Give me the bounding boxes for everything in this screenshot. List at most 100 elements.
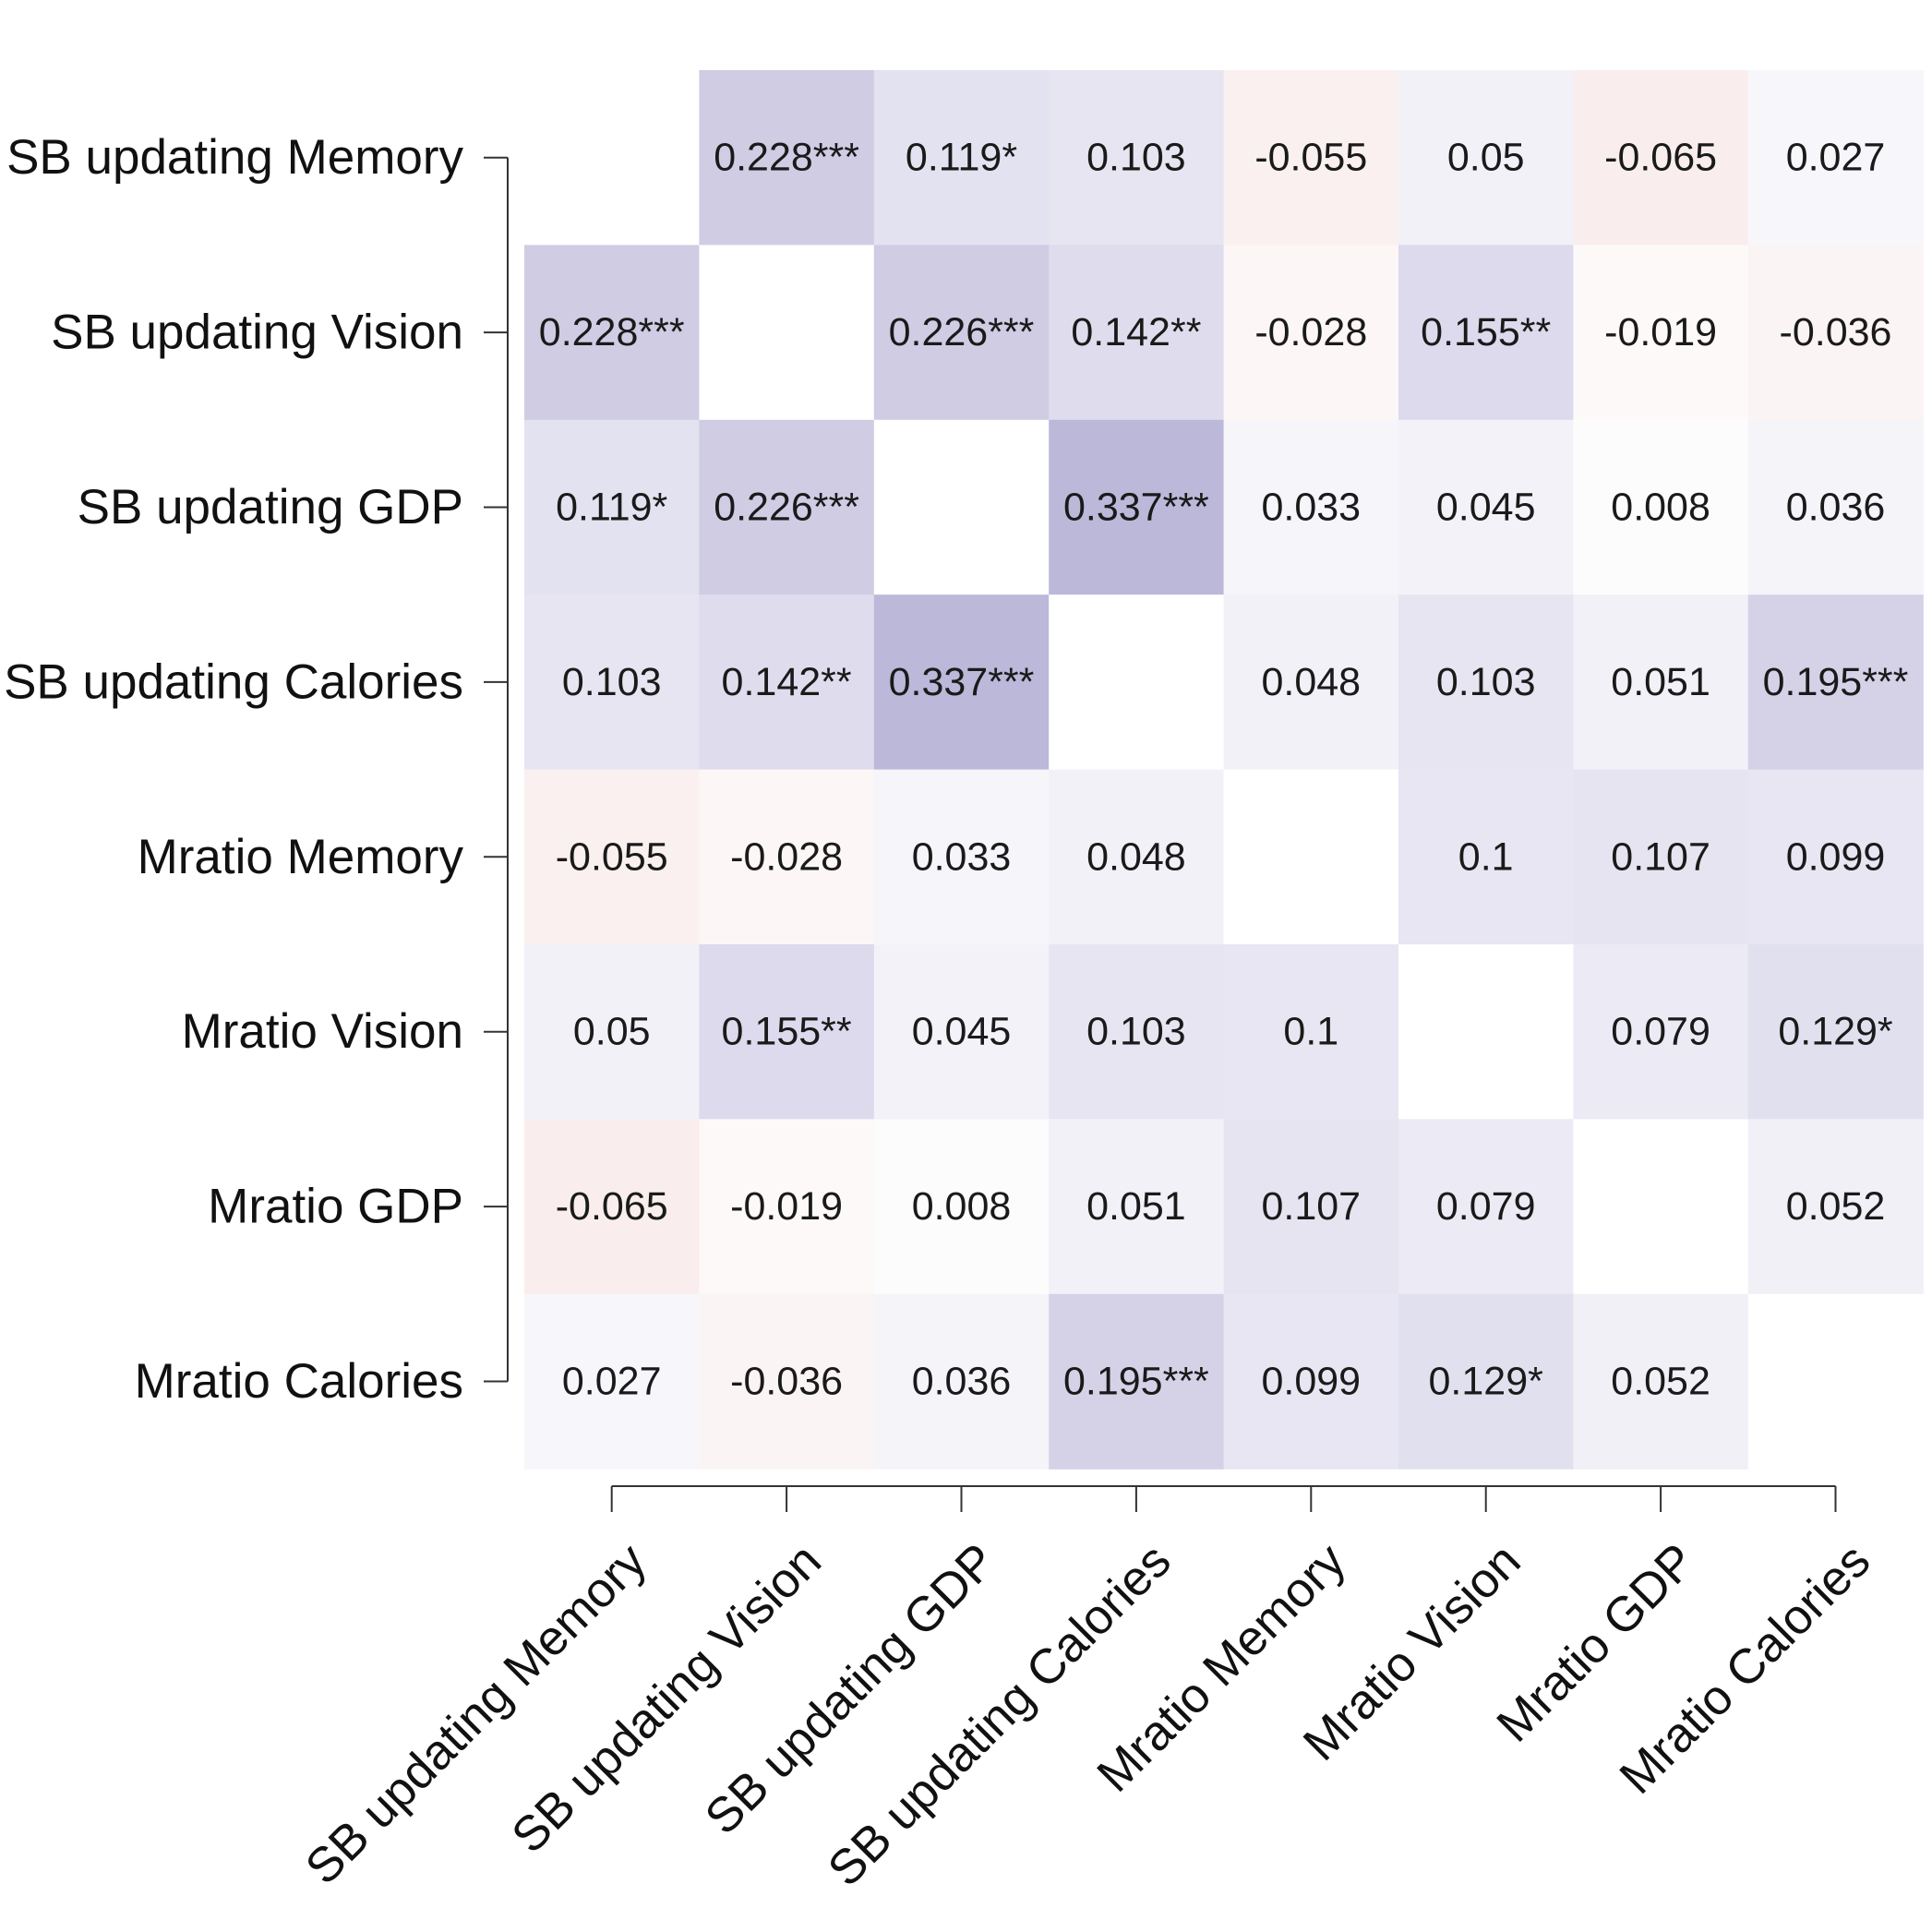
cell-value-label: 0.079 (1611, 1010, 1710, 1054)
cell-value-label: 0.027 (562, 1360, 662, 1404)
cell-value-label: 0.033 (1261, 486, 1361, 530)
heatmap-cell (1049, 944, 1225, 1120)
cell-value-label: 0.1 (1458, 834, 1514, 879)
cell-value-label: 0.107 (1611, 834, 1710, 879)
cell-value-label: -0.065 (556, 1184, 668, 1229)
cell-value-label: -0.036 (730, 1360, 843, 1404)
heatmap-cell (1223, 944, 1399, 1120)
cell-value-label: 0.079 (1436, 1184, 1536, 1229)
cell-value-label: 0.027 (1786, 136, 1886, 180)
cell-value-label: 0.103 (1086, 1010, 1186, 1054)
heatmap-cell (524, 594, 700, 771)
heatmap-cell (1049, 419, 1225, 595)
heatmap-cell (699, 419, 875, 595)
y-axis: SB updating Memory SB updating Vision SB u… (4, 130, 509, 1409)
heatmap-cell (873, 1119, 1050, 1295)
cell-value-label: 0.05 (573, 1010, 651, 1054)
heatmap-cell (1747, 594, 1924, 771)
cell-value-label: 0.036 (1786, 486, 1886, 530)
cell-value-label: -0.055 (1254, 136, 1367, 180)
y-tick-label: SB updating Memory (6, 130, 463, 185)
cell-value-label: 0.103 (1086, 136, 1186, 180)
cell-value-label: -0.055 (556, 834, 668, 879)
cell-value-label: -0.028 (730, 834, 843, 879)
y-tick-label: Mratio Vision (182, 1004, 463, 1059)
heatmap-cell-labels: 0.228*** 0.119* 0.103 -0.055 0.05 -0.065 0.027… (539, 136, 1909, 1404)
heatmap-cell (1747, 70, 1924, 246)
heatmap-cell (873, 594, 1050, 771)
cell-value-label: 0.155** (1421, 310, 1551, 354)
heatmap-cell (1398, 245, 1574, 421)
cell-value-label: 0.195*** (1763, 660, 1909, 704)
heatmap-cell (524, 70, 700, 246)
heatmap-cell (1223, 419, 1399, 595)
cell-value-label: 0.051 (1611, 660, 1710, 704)
heatmap-cell (1398, 769, 1574, 945)
cell-value-label: 0.033 (912, 834, 1012, 879)
cell-value-label: 0.103 (1436, 660, 1536, 704)
cell-value-label: 0.129* (1429, 1360, 1544, 1404)
heatmap-cell (1049, 1119, 1225, 1295)
heatmap-cell (1573, 1293, 1749, 1470)
y-tick-label: Mratio Calories (135, 1354, 463, 1409)
cell-value-label: 0.008 (1611, 486, 1710, 530)
heatmap-cell (1398, 70, 1574, 246)
cell-value-label: 0.045 (912, 1010, 1012, 1054)
heatmap-cell (873, 70, 1050, 246)
cell-value-label: 0.048 (1086, 834, 1186, 879)
heatmap-cell (1573, 419, 1749, 595)
heatmap-cell (1049, 594, 1225, 771)
heatmap-cell (524, 769, 700, 945)
heatmap-cell (699, 245, 875, 421)
heatmap-cell (524, 1119, 700, 1295)
heatmap-cell (1573, 1119, 1749, 1295)
heatmap-cell (699, 769, 875, 945)
heatmap-cell (1223, 245, 1399, 421)
y-tick-label: SB updating GDP (78, 480, 463, 534)
y-tick-label: Mratio Memory (138, 830, 464, 884)
cell-value-label: -0.019 (1604, 310, 1717, 354)
heatmap-cell (1398, 594, 1574, 771)
heatmap-cell (1398, 944, 1574, 1120)
heatmap-cell (524, 944, 700, 1120)
cell-value-label: 0.099 (1786, 834, 1886, 879)
cell-value-label: 0.228*** (714, 136, 859, 180)
heatmap-cell (1223, 1293, 1399, 1470)
cell-value-label: -0.019 (730, 1184, 843, 1229)
cell-value-label: -0.028 (1254, 310, 1367, 354)
cell-value-label: 0.036 (912, 1360, 1012, 1404)
heatmap-cell (1747, 769, 1924, 945)
heatmap-cell (873, 419, 1050, 595)
cell-value-label: 0.226*** (889, 310, 1035, 354)
heatmap-cell (1573, 944, 1749, 1120)
cell-value-label: -0.036 (1780, 310, 1892, 354)
heatmap-cell (1747, 1119, 1924, 1295)
heatmap-cell (1223, 70, 1399, 246)
cell-value-label: 0.051 (1086, 1184, 1186, 1229)
x-tick-label: SB updating GDP (695, 1533, 1007, 1845)
cell-value-label: 0.228*** (539, 310, 685, 354)
heatmap-cell (873, 1293, 1050, 1470)
cell-value-label: 0.052 (1611, 1360, 1710, 1404)
cell-value-label: 0.226*** (714, 486, 859, 530)
heatmap-cell (1573, 594, 1749, 771)
cell-value-label: 0.337*** (889, 660, 1035, 704)
cell-value-label: 0.05 (1447, 136, 1525, 180)
cell-value-label: 0.142** (1071, 310, 1201, 354)
cell-value-label: 0.103 (562, 660, 662, 704)
heatmap-cell (1573, 769, 1749, 945)
heatmap-cell (1223, 1119, 1399, 1295)
heatmap-cell (1049, 245, 1225, 421)
heatmap-cell (1223, 769, 1399, 945)
cell-value-label: 0.337*** (1063, 486, 1209, 530)
x-tick-label: SB updating Vision (501, 1533, 832, 1864)
cell-value-label: 0.142** (722, 660, 852, 704)
heatmap-cell (873, 944, 1050, 1120)
heatmap-cell (1573, 245, 1749, 421)
heatmap-cells (524, 70, 1924, 1470)
cell-value-label: 0.119* (906, 136, 1017, 180)
heatmap-cell (1747, 419, 1924, 595)
heatmap-cell (699, 1119, 875, 1295)
